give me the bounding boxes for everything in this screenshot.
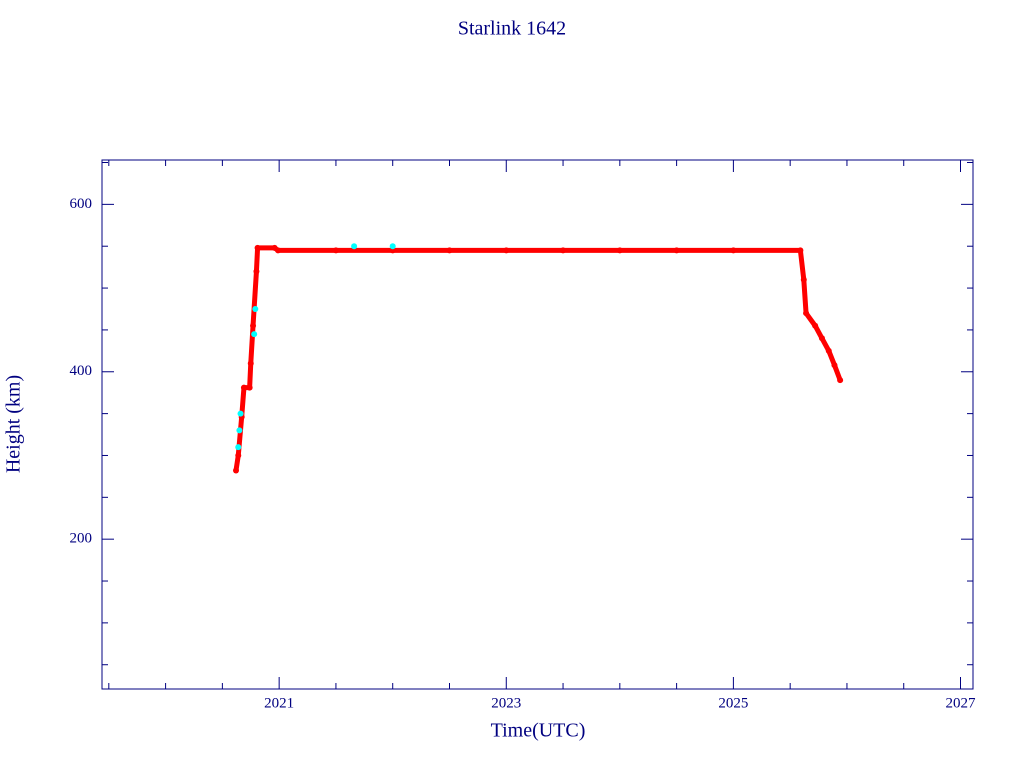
data-point <box>560 247 567 254</box>
data-point <box>351 243 358 250</box>
data-point <box>332 247 339 254</box>
data-point <box>254 244 261 251</box>
y-tick-label: 600 <box>70 196 93 212</box>
data-point <box>251 331 258 338</box>
data-point <box>616 247 623 254</box>
data-point <box>275 247 282 254</box>
data-point <box>730 247 737 254</box>
x-tick-label: 2027 <box>946 695 977 711</box>
data-point <box>818 335 825 342</box>
data-point <box>812 322 819 329</box>
data-point <box>235 452 242 459</box>
data-point <box>236 427 243 434</box>
data-point <box>825 347 832 354</box>
data-point <box>246 384 253 391</box>
y-tick-label: 200 <box>70 531 93 547</box>
x-tick-label: 2025 <box>718 695 748 711</box>
chart-title: Starlink 1642 <box>458 18 566 40</box>
data-point <box>837 377 844 384</box>
y-axis-label: Height (km) <box>3 375 25 473</box>
x-axis-label: Time(UTC) <box>491 720 586 742</box>
data-point <box>247 360 254 367</box>
y-tick-label: 400 <box>70 363 93 379</box>
data-point <box>237 410 244 417</box>
series-trace <box>233 245 843 471</box>
data-point <box>389 243 396 250</box>
data-point <box>446 247 453 254</box>
data-point <box>233 467 239 474</box>
plot-frame <box>101 159 974 690</box>
x-tick-label: 2023 <box>491 695 521 711</box>
data-point <box>797 247 804 254</box>
data-point <box>803 310 810 317</box>
data-point <box>250 322 257 329</box>
data-point <box>235 444 242 451</box>
data-point <box>800 276 807 283</box>
data-point <box>253 268 260 275</box>
data-point <box>673 247 680 254</box>
data-point <box>252 305 259 312</box>
data-point <box>831 362 838 369</box>
x-tick-label: 2021 <box>264 695 294 711</box>
data-point <box>240 384 247 391</box>
data-point <box>503 247 510 254</box>
data-point <box>389 247 396 254</box>
